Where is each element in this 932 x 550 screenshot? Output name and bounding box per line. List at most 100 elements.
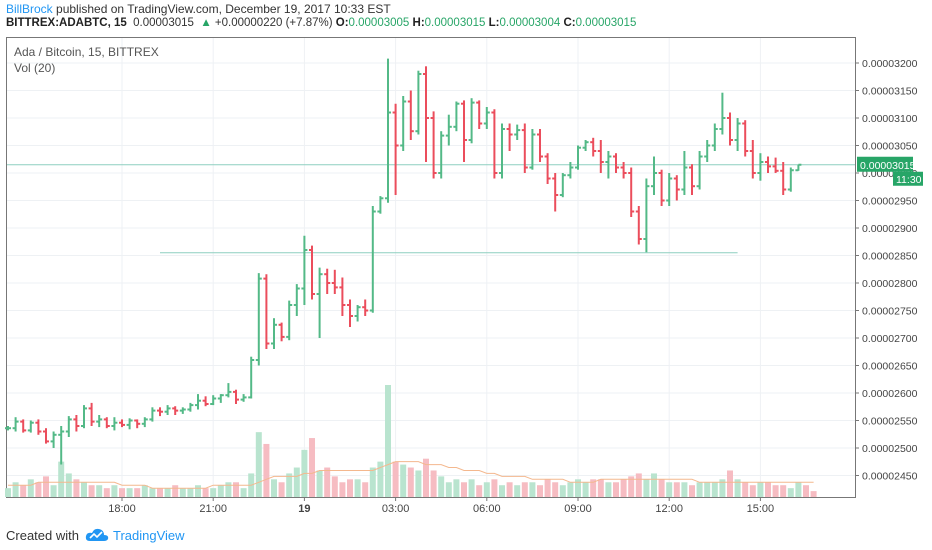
volume-bar (567, 482, 574, 497)
volume-bar (27, 479, 34, 497)
volume-bar (582, 482, 589, 497)
volume-bar (628, 476, 635, 497)
ohlc-bar (58, 426, 65, 465)
ohlc-bar (681, 151, 688, 195)
ohlc-bar (255, 273, 262, 366)
volume-bar (369, 467, 376, 497)
ohlc-bar (225, 383, 232, 398)
volume-bar (719, 479, 726, 497)
ohlc-bar (559, 173, 566, 198)
ohlc-bar (233, 389, 239, 404)
ohlc-bar (278, 322, 285, 342)
volume-bar (461, 482, 467, 497)
tradingview-cloud-icon[interactable] (85, 527, 109, 548)
volume-bar (483, 482, 490, 497)
volume-bar (81, 482, 87, 497)
ohlc-bar (537, 129, 543, 162)
ohlc-bar (567, 162, 574, 179)
price-tick-label: 0.00003100 (862, 113, 918, 125)
volume-bar (263, 443, 270, 497)
ohlc-bar (605, 151, 612, 179)
ohlc-bar (400, 96, 407, 151)
ohlc-bar (529, 129, 536, 170)
volume-bar (430, 470, 437, 497)
ohlc-bar (423, 66, 429, 162)
volume-bar (711, 482, 718, 497)
ohlc-bar (514, 124, 521, 140)
ohlc-bar (35, 419, 42, 435)
ohlc-bar (719, 92, 726, 135)
volume-bar (438, 476, 445, 497)
volume-bar (757, 482, 764, 497)
ohlc-bar (787, 167, 794, 192)
last-price-tag: 0.00003015 11:30 (857, 156, 923, 186)
grid-lines (7, 38, 855, 497)
ohlc-bar (575, 145, 581, 170)
volume-bar (96, 485, 103, 497)
ohlc-bar (582, 140, 589, 151)
ohlc-bar (240, 394, 247, 402)
ohlc-bar (293, 284, 300, 316)
volume-bar (643, 479, 650, 497)
up-arrow-icon: ▲ (200, 17, 212, 29)
price-tick-label: 0.00002550 (862, 416, 918, 428)
ohlc-bar (445, 114, 452, 146)
ohlc-bar (362, 299, 369, 316)
volume-bars (5, 385, 817, 497)
price-tick-label: 0.00003150 (862, 86, 918, 98)
ohlc-bar (415, 70, 422, 135)
price-tick-label: 0.00002650 (862, 361, 918, 373)
last-price-tag-label: 0.00003015 (860, 160, 916, 172)
volume-bar (225, 482, 232, 497)
volume-bar (339, 482, 346, 497)
volume-bar (651, 473, 657, 497)
ohlc-bar (119, 419, 125, 428)
high-value: 0.00003015 (424, 17, 486, 29)
volume-bar (772, 485, 779, 497)
author-link[interactable]: BillBrock (6, 2, 53, 16)
ohlc-bar (65, 416, 72, 437)
volume-bar (293, 467, 300, 497)
ohlc-bar (172, 406, 179, 415)
time-tick-label: 18:00 (108, 503, 136, 515)
ohlc-bar (461, 100, 467, 162)
tradingview-link[interactable]: TradingView (113, 528, 185, 543)
ohlc-bar (666, 173, 673, 206)
ohlc-bar (468, 98, 475, 144)
volume-bar (506, 482, 513, 497)
ohlc-bar (5, 426, 11, 431)
volume-bar (126, 488, 133, 497)
ohlc-bar (73, 415, 80, 432)
time-tick-label: 12:00 (655, 503, 683, 515)
ohlc-bar (157, 407, 163, 417)
volume-bar (43, 476, 49, 497)
volume-bar (491, 479, 498, 497)
chart-legend-title: Ada / Bitcoin, 15, BITTREX (14, 45, 159, 59)
ohlc-bar (749, 140, 756, 179)
ohlc-bars (5, 58, 802, 465)
volume-bar (704, 482, 711, 497)
ohlc-bar (96, 415, 103, 428)
ohlc-bar (673, 175, 680, 201)
ohlc-bar (757, 153, 764, 181)
volume-bar (529, 482, 536, 497)
ohlc-bar (217, 394, 224, 403)
low-label: L: (488, 17, 500, 29)
ohlc-bar (711, 123, 718, 151)
ohlc-bar (597, 140, 604, 173)
price-tick-label: 0.00002900 (862, 223, 918, 235)
volume-bar (597, 479, 604, 497)
close-value: 0.00003015 (575, 17, 637, 29)
volume-bar (810, 491, 817, 497)
ohlc-bar (179, 407, 186, 414)
volume-bar (217, 485, 224, 497)
volume-bar (742, 482, 749, 497)
volume-bar (157, 488, 163, 497)
ohlc-bar (772, 157, 779, 173)
ohlc-bar (248, 356, 255, 399)
chart-frame[interactable] (6, 37, 856, 498)
volume-bar (149, 488, 156, 497)
volume-bar (347, 479, 353, 497)
volume-bar (172, 485, 179, 497)
